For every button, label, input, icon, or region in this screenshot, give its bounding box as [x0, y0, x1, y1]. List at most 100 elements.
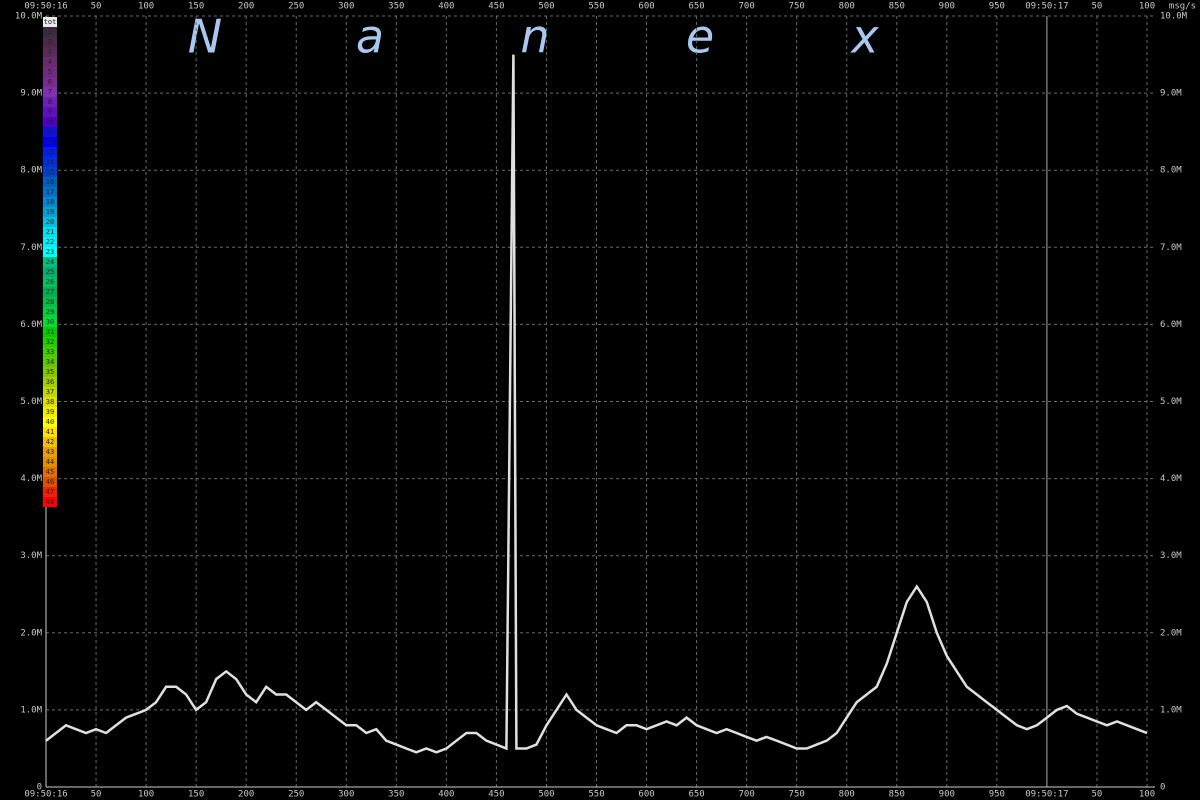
x-tick-label-top: 950 — [989, 2, 1005, 12]
legend-label: 32 — [46, 338, 54, 346]
x-tick-label-top: 09:50:17 — [1025, 2, 1068, 12]
x-tick-label: 450 — [488, 790, 504, 800]
x-tick-label: 100 — [138, 790, 154, 800]
legend-swatch — [43, 287, 57, 297]
x-tick-label: 350 — [388, 790, 404, 800]
x-tick-label: 650 — [688, 790, 704, 800]
y-tick-label: 9.0M — [20, 89, 42, 99]
legend-swatch — [43, 487, 57, 497]
x-tick-label-top: 500 — [538, 2, 554, 12]
legend-label: 2 — [48, 38, 52, 46]
x-tick-label-top: 200 — [238, 2, 254, 12]
watermark-letter: n — [520, 10, 549, 64]
x-tick-label: 800 — [839, 790, 855, 800]
legend-swatch — [43, 77, 57, 87]
legend-swatch — [43, 27, 57, 37]
legend-label: 45 — [46, 468, 54, 476]
y-tick-label-right: 7.0M — [1160, 243, 1182, 253]
y-tick-label-right: 8.0M — [1160, 166, 1182, 176]
legend-swatch — [43, 477, 57, 487]
watermark-letter: x — [849, 10, 879, 64]
legend-swatch — [43, 137, 57, 147]
x-tick-label: 950 — [989, 790, 1005, 800]
x-tick-label-top: 50 — [1092, 2, 1103, 12]
legend-swatch — [43, 397, 57, 407]
legend-swatch — [43, 387, 57, 397]
y-tick-label-right: 3.0M — [1160, 551, 1182, 561]
x-tick-label-top: 350 — [388, 2, 404, 12]
x-tick-label: 750 — [789, 790, 805, 800]
y-tick-label: 3.0M — [20, 551, 42, 561]
legend-label: 14 — [46, 158, 54, 166]
x-tick-label: 550 — [588, 790, 604, 800]
legend-swatch — [43, 327, 57, 337]
legend-swatch — [43, 357, 57, 367]
legend-swatch — [43, 227, 57, 237]
legend-swatch — [43, 37, 57, 47]
legend-swatch — [43, 67, 57, 77]
legend-swatch — [43, 437, 57, 447]
x-tick-label-top: 100 — [1139, 2, 1155, 12]
series-line — [45, 54, 1148, 754]
x-tick-label: 900 — [939, 790, 955, 800]
x-tick-label: 250 — [288, 790, 304, 800]
x-tick-label-top: 400 — [438, 2, 454, 12]
y-tick-label: 4.0M — [20, 474, 42, 484]
legend-label: 1 — [48, 28, 52, 36]
legend-label: 39 — [46, 408, 54, 416]
legend-swatch — [43, 337, 57, 347]
legend-label: 8 — [48, 98, 52, 106]
legend-label: 20 — [46, 218, 54, 226]
legend-label: 29 — [46, 308, 54, 316]
legend-swatch — [43, 197, 57, 207]
legend-label: 27 — [46, 288, 54, 296]
legend-label: 3 — [48, 48, 52, 56]
x-tick-label-top: 750 — [789, 2, 805, 12]
watermark-letter: e — [686, 10, 714, 64]
x-tick-label-top: 250 — [288, 2, 304, 12]
legend-label: 18 — [46, 198, 54, 206]
y-tick-label-right: 0 — [1160, 783, 1165, 793]
legend-label: 37 — [46, 388, 54, 396]
y-tick-label-right: 10.0M — [1160, 12, 1188, 22]
legend-swatch — [43, 467, 57, 477]
legend-label: 6 — [48, 78, 52, 86]
legend-label: 22 — [46, 238, 54, 246]
y-tick-label-right: 6.0M — [1160, 320, 1182, 330]
legend-label: 15 — [46, 168, 54, 176]
x-tick-label-top: 700 — [738, 2, 754, 12]
x-tick-label-top: 550 — [588, 2, 604, 12]
x-tick-label-top: 150 — [188, 2, 204, 12]
legend-label: 40 — [46, 418, 54, 426]
legend-swatch — [43, 177, 57, 187]
legend-label: 12 — [46, 138, 54, 146]
legend-swatch — [43, 347, 57, 357]
x-tick-label-top: 09:50:16 — [24, 2, 67, 12]
legend-label: 46 — [46, 478, 54, 486]
legend-swatch — [43, 457, 57, 467]
legend-label: 17 — [46, 188, 54, 196]
legend-label: 38 — [46, 398, 54, 406]
unit-label: msg/s — [1169, 2, 1196, 12]
x-tick-label: 200 — [238, 790, 254, 800]
legend-swatch — [43, 297, 57, 307]
legend-label: tot — [44, 18, 57, 26]
x-tick-label: 700 — [738, 790, 754, 800]
legend-swatch — [43, 427, 57, 437]
legend-swatch — [43, 97, 57, 107]
legend-label: 43 — [46, 448, 54, 456]
y-tick-label: 10.0M — [15, 12, 43, 22]
legend-label: 24 — [46, 258, 54, 266]
legend-label: 21 — [46, 228, 54, 236]
x-tick-label-top: 600 — [638, 2, 654, 12]
legend-swatch — [43, 317, 57, 327]
x-tick-label: 50 — [91, 790, 102, 800]
x-tick-label: 600 — [638, 790, 654, 800]
legend-label: 5 — [48, 68, 52, 76]
legend-label: 13 — [46, 148, 54, 156]
y-tick-label: 5.0M — [20, 397, 42, 407]
y-tick-label: 2.0M — [20, 628, 42, 638]
legend-swatch — [43, 17, 57, 27]
legend-label: 11 — [46, 128, 54, 136]
y-tick-label-right: 1.0M — [1160, 705, 1182, 715]
